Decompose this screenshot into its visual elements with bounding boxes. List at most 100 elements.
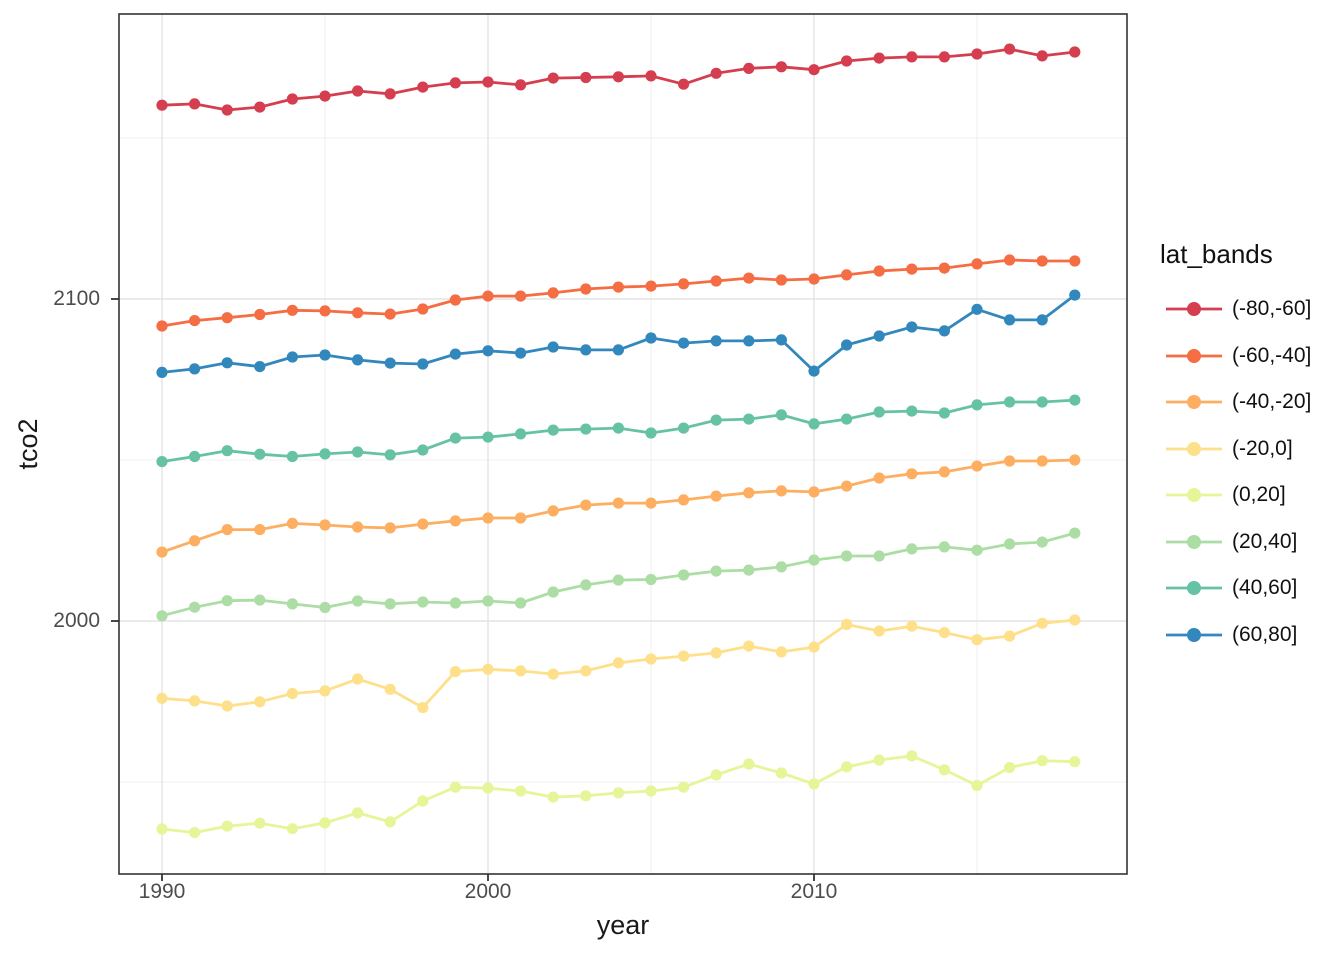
- data-point: [482, 345, 494, 357]
- data-point: [612, 497, 625, 509]
- data-point: [808, 641, 820, 653]
- data-point: [417, 795, 429, 807]
- data-point: [221, 357, 233, 369]
- legend-key-point: [1187, 302, 1201, 317]
- data-point: [1069, 46, 1081, 58]
- data-point: [254, 696, 266, 708]
- legend-entry-label: (-60,-40]: [1232, 343, 1312, 367]
- data-point: [938, 764, 951, 776]
- data-point: [808, 273, 820, 285]
- legend-key-point: [1187, 441, 1201, 456]
- data-point: [710, 275, 722, 287]
- legend-entry-label: (40,60]: [1232, 576, 1298, 600]
- data-point: [710, 335, 722, 347]
- legend-key-point: [1187, 534, 1201, 549]
- legend-key-icon: [1166, 581, 1222, 596]
- data-point: [515, 597, 527, 609]
- data-point: [449, 294, 461, 306]
- data-point: [645, 653, 657, 665]
- data-point: [775, 409, 788, 421]
- data-point: [482, 76, 494, 88]
- data-point: [710, 490, 722, 502]
- data-point: [612, 344, 625, 356]
- data-point: [678, 569, 690, 581]
- series-line: [161, 531, 1076, 618]
- data-point: [1036, 455, 1048, 467]
- data-point: [775, 485, 788, 497]
- data-point: [938, 407, 951, 419]
- legend-key-icon: [1166, 441, 1222, 456]
- data-point: [906, 750, 918, 762]
- data-point: [808, 365, 820, 377]
- y-axis-title: tco2: [13, 418, 43, 470]
- data-point: [1004, 43, 1016, 55]
- data-point: [1036, 255, 1048, 267]
- data-point: [1004, 396, 1016, 408]
- data-point: [221, 524, 233, 536]
- data-point: [547, 341, 559, 353]
- series-(-40,-20]: [156, 454, 1081, 558]
- data-point: [482, 431, 494, 443]
- data-point: [938, 262, 951, 274]
- data-point: [775, 767, 788, 779]
- series-(40,60]: [156, 394, 1081, 468]
- legend-key-icon: [1166, 395, 1222, 410]
- data-point: [1069, 527, 1081, 539]
- legend-entry-label: (20,40]: [1232, 529, 1298, 553]
- data-point: [971, 779, 983, 792]
- data-point: [873, 754, 885, 766]
- data-point: [547, 72, 559, 84]
- data-point: [482, 663, 494, 675]
- series-line: [161, 258, 1075, 328]
- data-point: [1069, 289, 1081, 301]
- legend-key-point: [1187, 627, 1201, 642]
- data-point: [384, 449, 396, 461]
- data-point: [286, 598, 298, 610]
- data-point: [938, 466, 951, 478]
- data-point: [971, 399, 983, 411]
- data-point: [873, 265, 885, 277]
- data-point: [352, 521, 364, 533]
- legend-key-point: [1187, 395, 1201, 410]
- data-point: [1069, 255, 1081, 267]
- data-point: [515, 347, 527, 359]
- data-point: [482, 512, 494, 524]
- data-point: [906, 543, 918, 555]
- data-point: [873, 52, 885, 64]
- data-point: [547, 586, 559, 598]
- data-point: [841, 480, 853, 492]
- data-point: [775, 646, 788, 658]
- data-point: [384, 357, 396, 369]
- data-point: [384, 88, 396, 100]
- legend-key-icon: [1166, 627, 1222, 642]
- legend-entry-label: (-20,0]: [1232, 436, 1293, 460]
- data-point: [1036, 755, 1048, 767]
- data-point: [449, 597, 461, 609]
- data-point: [482, 595, 494, 607]
- data-point: [580, 499, 592, 511]
- legend-entry: (60,80]: [1160, 612, 1311, 659]
- data-point: [1036, 536, 1048, 548]
- data-point: [286, 304, 298, 316]
- data-point: [710, 414, 722, 426]
- data-point: [547, 424, 559, 436]
- data-point: [678, 337, 690, 349]
- data-point: [808, 64, 820, 76]
- data-point: [938, 541, 951, 553]
- data-point: [384, 308, 396, 320]
- data-point: [384, 598, 396, 610]
- data-point: [156, 692, 168, 704]
- x-tick-label-1990: 1990: [138, 880, 186, 903]
- legend-entry: (-60,-40]: [1160, 333, 1311, 380]
- legend-entry-label: (-40,-20]: [1232, 390, 1312, 414]
- data-point: [645, 497, 657, 509]
- data-point: [319, 448, 331, 460]
- series-(60,80]: [156, 289, 1081, 378]
- data-point: [449, 432, 461, 444]
- data-point: [515, 290, 527, 302]
- data-point: [678, 650, 690, 662]
- data-point: [286, 823, 298, 835]
- legend-key-point: [1187, 488, 1201, 503]
- data-point: [580, 665, 592, 677]
